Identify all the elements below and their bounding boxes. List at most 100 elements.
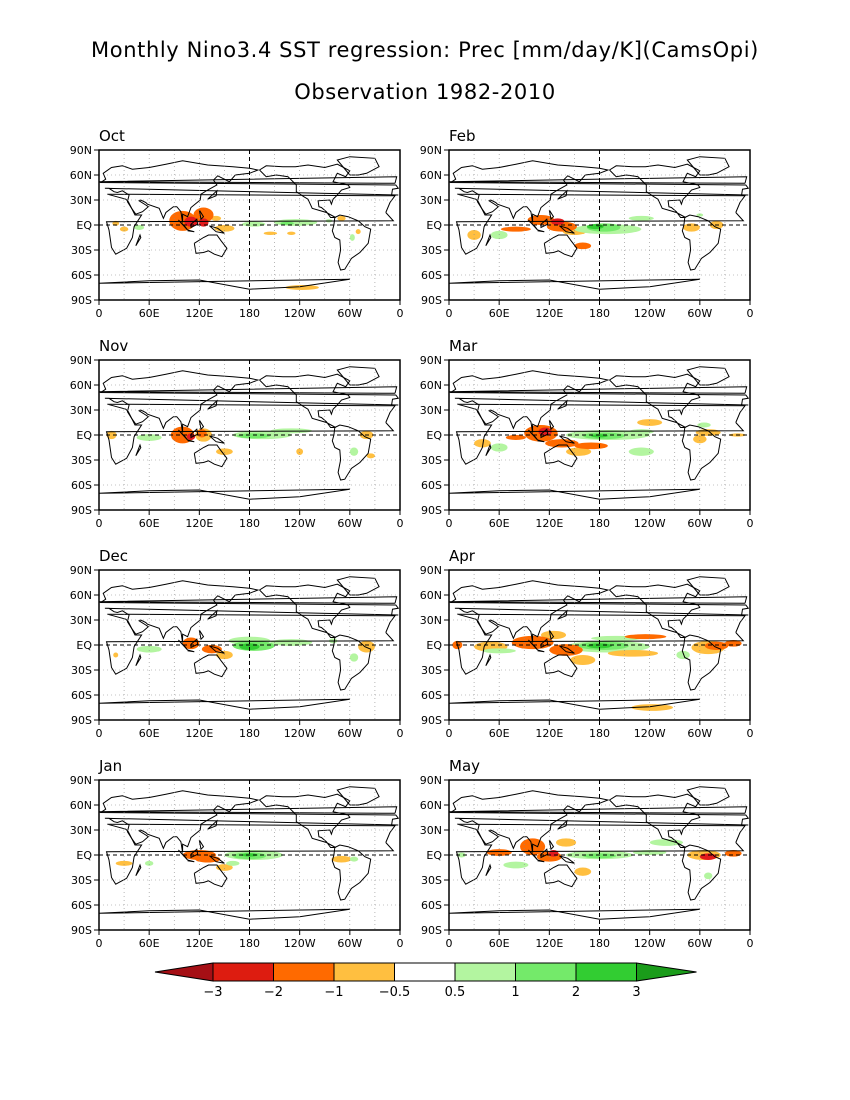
coastline — [609, 583, 701, 638]
coastline — [99, 488, 350, 500]
lon-tick-label: 60W — [337, 727, 362, 740]
lat-tick-label: 60N — [420, 379, 442, 392]
coastline — [485, 653, 492, 667]
coastline — [449, 488, 700, 500]
figure-subtitle: Observation 1982-2010 — [294, 80, 556, 104]
lat-tick-label: 60S — [421, 899, 442, 912]
coastline — [543, 654, 578, 678]
lon-tick-label: 0 — [397, 937, 404, 950]
anomaly-shading — [624, 634, 667, 640]
lon-tick-label: 60E — [489, 727, 510, 740]
lon-tick-label: 120W — [284, 937, 316, 950]
anomaly-shading — [457, 852, 466, 858]
map-panel-apr: 90N 60N 30N EQ 30S 60S 90S 0 60E 120E 180 120W 60W 0 A… — [420, 547, 754, 740]
coastline — [449, 806, 748, 814]
lat-tick-label: 90S — [421, 924, 442, 937]
lon-tick-label: 60W — [337, 517, 362, 530]
coastline — [198, 629, 205, 641]
coastline — [190, 428, 199, 439]
anomaly-shading — [349, 653, 359, 662]
anomaly-shading — [693, 435, 707, 444]
coastline — [686, 366, 730, 386]
panel-title: Apr — [449, 547, 476, 565]
coastline — [537, 229, 545, 233]
coastline — [336, 576, 380, 596]
lat-tick-label: 90S — [421, 504, 442, 517]
lat-tick-label: 60S — [71, 899, 92, 912]
map-panel-feb: 90N 60N 30N EQ 30S 60S 90S 0 60E 120E 180 120W 60W 0 F… — [420, 127, 754, 320]
lon-tick-label: 60W — [337, 307, 362, 320]
colorbar-segment — [333, 962, 395, 982]
coastline — [331, 634, 372, 691]
anomaly-shading — [574, 442, 608, 450]
lat-tick-label: 60S — [421, 689, 442, 702]
anomaly-shading — [280, 221, 294, 225]
colorbar-label: −3 — [203, 985, 222, 1000]
lat-tick-label: 30N — [420, 614, 442, 627]
colorbar-label: 3 — [632, 985, 640, 1000]
lon-tick-label: 0 — [747, 937, 754, 950]
coastline — [207, 189, 218, 200]
lat-tick-label: 30S — [71, 454, 92, 467]
coastline — [331, 844, 372, 901]
coastline — [259, 373, 351, 428]
anomaly-shading — [331, 855, 352, 863]
colorbar-segment — [394, 962, 456, 982]
colorbar-label: 0.5 — [445, 985, 466, 1000]
coastline — [449, 596, 748, 604]
coastline — [548, 419, 555, 431]
coastline — [543, 234, 578, 258]
lon-tick-label: 60W — [337, 937, 362, 950]
coastline — [331, 424, 372, 481]
anomaly-shading — [119, 226, 129, 232]
lon-tick-label: 0 — [397, 517, 404, 530]
lat-tick-label: 60N — [420, 799, 442, 812]
coastline — [455, 403, 746, 465]
coastline — [193, 864, 228, 888]
lat-tick-label: EQ — [76, 849, 92, 862]
colorbar-segment — [575, 962, 637, 982]
coastline — [198, 209, 205, 221]
coastline — [190, 848, 199, 859]
lat-tick-label: EQ — [426, 219, 442, 232]
lon-tick-label: 120E — [185, 307, 213, 320]
figure-title: Monthly Nino3.4 SST regression: Prec [mm… — [91, 38, 759, 62]
anomaly-shading — [704, 641, 729, 650]
coastline — [557, 399, 568, 410]
anomaly-shading — [134, 225, 145, 230]
lat-tick-label: 90N — [70, 354, 92, 367]
coastline — [336, 786, 380, 806]
coastline — [449, 160, 750, 223]
colorbar-arrow-left — [154, 962, 214, 982]
map-panel-mar: 90N 60N 30N EQ 30S 60S 90S 0 60E 120E 180 120W 60W 0 M… — [420, 337, 754, 530]
lat-tick-label: 30N — [70, 614, 92, 627]
coastline — [99, 596, 398, 604]
coastline — [455, 613, 746, 675]
coastline — [331, 214, 372, 271]
lon-tick-label: 0 — [446, 937, 453, 950]
coastline — [540, 638, 549, 649]
lat-tick-label: 60N — [70, 379, 92, 392]
lat-tick-label: 30S — [71, 664, 92, 677]
lat-tick-label: 90S — [71, 504, 92, 517]
coastline — [557, 819, 568, 830]
lat-tick-label: 60N — [420, 169, 442, 182]
coastline — [537, 439, 545, 443]
lon-tick-label: 0 — [397, 727, 404, 740]
lat-tick-label: EQ — [426, 849, 442, 862]
lon-tick-label: 0 — [446, 307, 453, 320]
coastline — [449, 370, 750, 433]
coastline — [198, 419, 205, 431]
coastline — [449, 580, 750, 643]
colorbar-label: −1 — [324, 985, 343, 1000]
coastline — [686, 786, 730, 806]
lon-tick-label: 60W — [687, 517, 712, 530]
colorbar-label: −2 — [264, 985, 283, 1000]
map-panel-may: 90N 60N 30N EQ 30S 60S 90S 0 60E 120E 180 120W 60W 0 M… — [420, 757, 754, 950]
anomaly-shading — [500, 226, 531, 232]
lon-tick-label: 180 — [589, 937, 610, 950]
anomaly-shading — [490, 443, 508, 452]
coastline — [105, 193, 396, 255]
anomaly-shading — [226, 860, 240, 866]
coastline — [559, 225, 575, 234]
